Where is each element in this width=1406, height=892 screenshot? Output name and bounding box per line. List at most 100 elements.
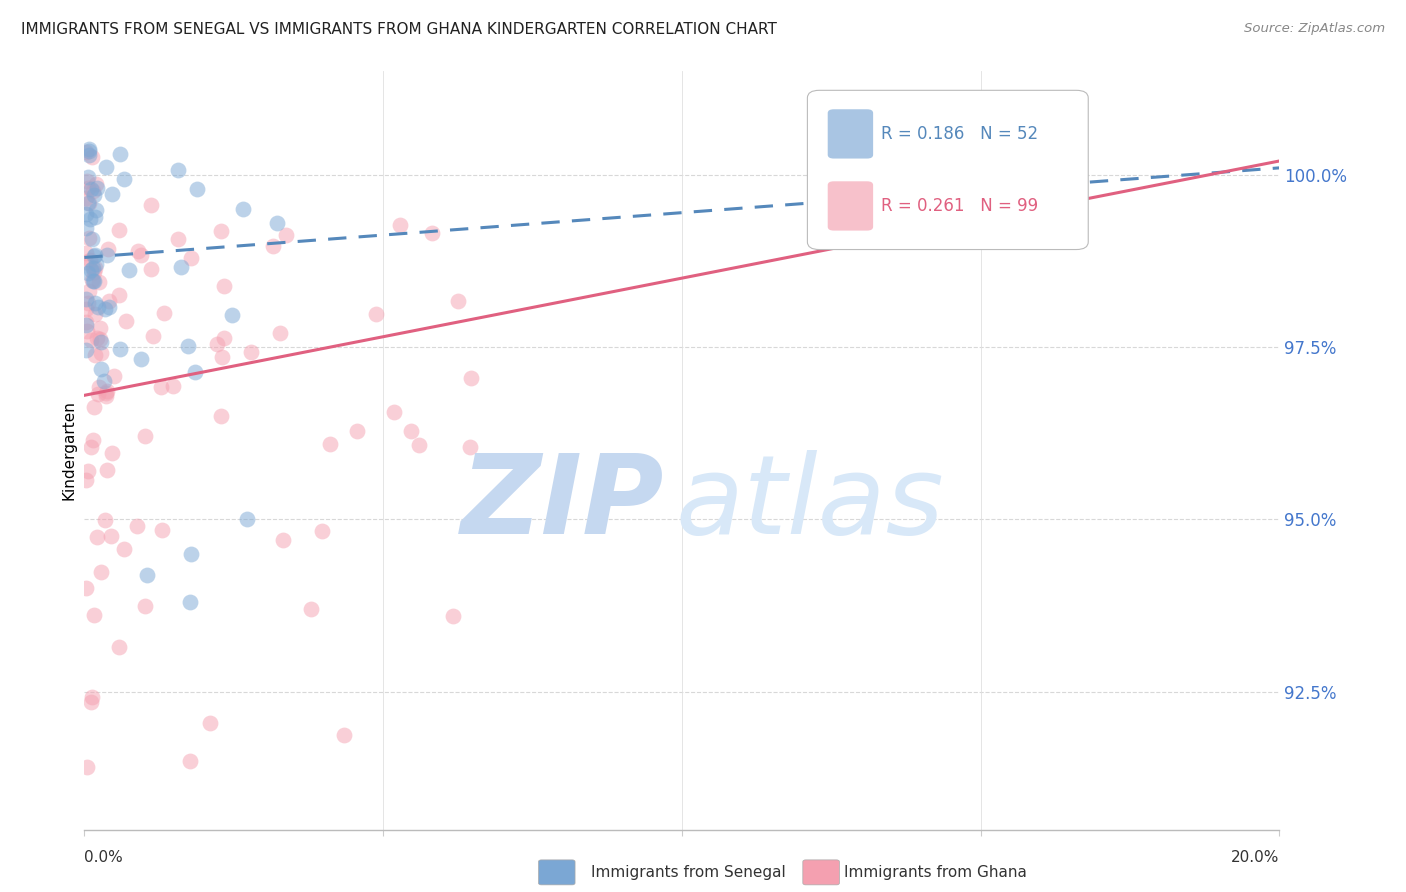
Point [118, 263, 141, 277]
Point [166, 163, 188, 178]
Point [83, 187, 105, 202]
Point [150, 523, 173, 537]
Point [100, 529, 122, 543]
Point [84, 348, 107, 362]
Point [271, 533, 294, 547]
Point [180, 547, 202, 561]
Point [458, 440, 481, 454]
Point [134, 429, 156, 443]
Point [112, 171, 135, 186]
Point [80, 690, 103, 704]
Text: ZIP: ZIP [461, 450, 664, 557]
Text: IMMIGRANTS FROM SENEGAL VS IMMIGRANTS FROM GHANA KINDERGARTEN CORRELATION CHART: IMMIGRANTS FROM SENEGAL VS IMMIGRANTS FR… [21, 22, 778, 37]
Point [299, 602, 322, 616]
Point [139, 261, 162, 276]
Point [333, 728, 356, 742]
Point [420, 226, 443, 240]
Point [77, 195, 100, 210]
Point [82, 185, 104, 199]
Point [96, 463, 118, 477]
Point [93, 374, 115, 388]
Point [346, 424, 368, 438]
Point [86, 530, 108, 544]
Point [96, 161, 118, 175]
Point [83, 248, 105, 262]
Point [80, 273, 103, 287]
Point [94, 513, 117, 527]
Point [75, 191, 97, 205]
Point [75, 473, 97, 487]
Point [83, 275, 105, 289]
Point [382, 405, 405, 419]
Point [77, 284, 100, 298]
Point [89, 565, 111, 579]
FancyBboxPatch shape [807, 90, 1088, 250]
Point [76, 324, 98, 338]
Point [75, 221, 97, 235]
Point [162, 379, 184, 393]
Point [89, 332, 111, 346]
Point [139, 197, 162, 211]
Point [90, 361, 112, 376]
Point [180, 252, 202, 266]
Point [179, 595, 201, 609]
Point [77, 148, 100, 162]
Point [77, 231, 100, 245]
Text: R = 0.261   N = 99: R = 0.261 N = 99 [882, 197, 1039, 215]
Point [408, 438, 430, 452]
Point [79, 253, 101, 268]
Point [97, 300, 120, 314]
Point [115, 314, 138, 328]
Point [76, 174, 98, 188]
Point [94, 301, 117, 316]
Point [262, 239, 284, 253]
Point [75, 206, 97, 220]
Point [96, 384, 118, 398]
Point [87, 387, 110, 401]
Point [94, 385, 117, 400]
FancyBboxPatch shape [828, 181, 873, 230]
Point [83, 210, 105, 224]
Point [131, 352, 153, 367]
Point [77, 295, 100, 310]
Point [239, 345, 262, 359]
Point [209, 409, 232, 423]
Point [131, 248, 153, 262]
Point [89, 321, 111, 335]
Point [108, 223, 131, 237]
Point [108, 640, 131, 655]
Point [276, 227, 298, 242]
Point [75, 302, 97, 317]
Point [366, 307, 388, 321]
Point [153, 306, 176, 320]
FancyBboxPatch shape [828, 109, 873, 159]
Point [76, 464, 98, 478]
Point [83, 248, 105, 262]
Point [134, 599, 156, 614]
Point [98, 293, 121, 308]
Point [388, 219, 411, 233]
Point [212, 331, 235, 345]
Point [77, 144, 100, 158]
Point [169, 260, 191, 274]
Point [94, 389, 117, 403]
Point [89, 380, 111, 394]
Point [212, 279, 235, 293]
Point [75, 145, 97, 160]
Point [447, 293, 470, 308]
Point [79, 440, 101, 454]
Point [80, 333, 103, 347]
Point [127, 244, 149, 258]
Point [103, 368, 125, 383]
Point [83, 265, 105, 279]
Point [79, 196, 101, 211]
Point [76, 760, 98, 774]
Point [186, 182, 208, 196]
Point [77, 169, 100, 184]
Point [269, 326, 291, 340]
Point [311, 524, 333, 538]
Point [80, 696, 103, 710]
Point [108, 342, 131, 356]
Point [79, 211, 101, 226]
Point [87, 300, 110, 314]
